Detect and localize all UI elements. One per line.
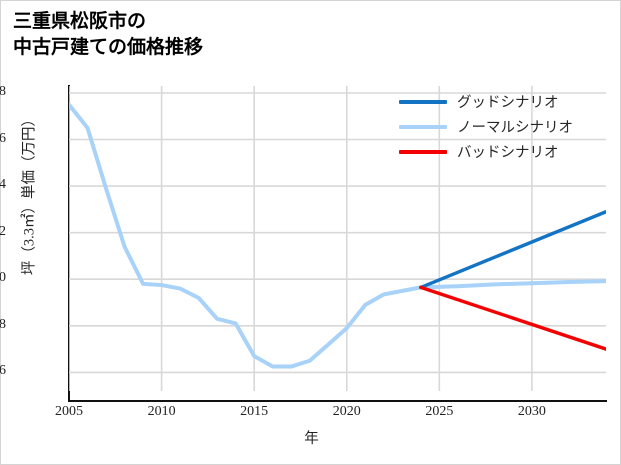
y-tick-label: 32 [0,223,6,239]
legend-label: ノーマルシナリオ [457,120,573,136]
chart-legend: グッドシナリオ ノーマルシナリオ バッドシナリオ [399,89,573,164]
legend-label: グッドシナリオ [457,95,559,111]
legend-item-2[interactable]: バッドシナリオ [399,139,573,164]
gridlines [69,86,606,391]
y-tick-label: 36 [0,130,6,146]
x-axis-label: 年 [304,431,319,447]
y-tick-label: 34 [0,177,6,193]
plot-area [69,86,606,391]
x-axis-line [68,400,607,402]
legend-item-0[interactable]: グッドシナリオ [399,89,573,114]
legend-color-swatch [399,124,447,129]
legend-item-1[interactable]: ノーマルシナリオ [399,114,573,139]
data-lines [69,102,606,369]
y-tick-label: 38 [0,83,6,99]
x-tick-label: 2030 [517,404,546,419]
y-tick-label: 28 [0,316,6,332]
legend-color-swatch [399,99,447,104]
chart-title: 三重県松阪市の 中古戸建ての価格推移 [13,11,204,58]
x-tick-label: 2020 [332,404,361,419]
y-tick-label: 26 [0,363,6,379]
legend-label: バッドシナリオ [457,145,559,161]
legend-color-swatch [399,149,447,154]
x-tick-label: 2025 [425,404,454,419]
x-tick-label: 2010 [147,404,176,419]
y-axis-label: 坪（3.3㎡）単価（万円） [21,111,38,276]
x-tick-label: 2005 [55,404,83,419]
y-tick-label: 30 [0,270,6,286]
x-tick-label: 2015 [240,404,269,419]
